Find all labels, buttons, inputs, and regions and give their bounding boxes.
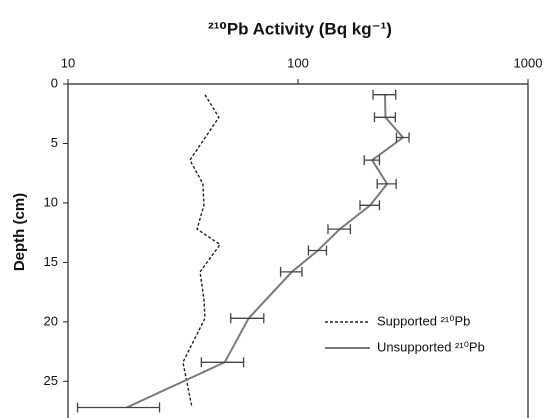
chart-title: ²¹⁰Pb Activity (Bq kg⁻¹) [208, 19, 392, 38]
y-tick-label: 20 [44, 313, 58, 328]
error-bar [359, 200, 381, 211]
error-bar [372, 89, 397, 100]
y-tick-label: 0 [51, 75, 58, 90]
y-axis-label: Depth (cm) [11, 193, 28, 271]
x-tick-label: 10 [61, 55, 75, 70]
data-line [182, 94, 221, 408]
x-tick-label: 1000 [514, 55, 543, 70]
legend-label: Unsupported ²¹⁰Pb [377, 339, 485, 354]
y-tick-label: 5 [51, 135, 58, 150]
error-bar [373, 112, 396, 123]
y-tick-label: 10 [44, 194, 58, 209]
y-tick-label: 25 [44, 373, 58, 388]
error-bar [376, 178, 397, 189]
x-tick-label: 100 [287, 55, 309, 70]
data-line [126, 94, 405, 409]
error-bar [76, 402, 161, 413]
error-bar [230, 313, 265, 324]
error-bar [395, 132, 410, 143]
error-bar [200, 357, 245, 368]
error-bar [327, 224, 352, 235]
error-bar [363, 155, 381, 166]
error-bar [279, 266, 303, 277]
error-bar [307, 245, 328, 256]
legend-label: Supported ²¹⁰Pb [377, 313, 470, 328]
y-tick-label: 15 [44, 254, 58, 269]
